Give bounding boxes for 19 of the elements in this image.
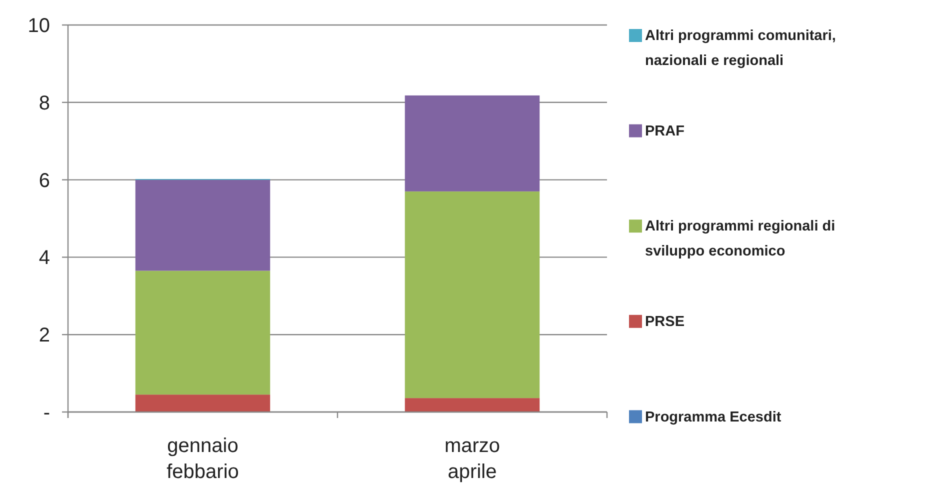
- x-tick-label: marzo aprile: [444, 435, 500, 483]
- legend-label: Altri programmi regionali di sviluppo economico: [645, 218, 836, 260]
- bar: [404, 95, 540, 192]
- legend-label: PRSE: [645, 314, 685, 330]
- y-tick-label: 8: [38, 92, 50, 114]
- y-tick-label: -: [43, 402, 50, 424]
- y-tick-label: 10: [28, 15, 50, 37]
- bar: [404, 398, 540, 412]
- y-tick-label: 4: [38, 247, 50, 270]
- y-tick-label: 6: [38, 170, 50, 192]
- legend-label: Altri programmi comunitari, nazionali e regionali: [645, 28, 836, 70]
- bar: [135, 270, 270, 395]
- bar: [135, 180, 270, 271]
- legend-label: PRAF: [645, 123, 685, 140]
- legend-label: Programma Ecesdit: [645, 409, 782, 426]
- y-tick-label: 2: [38, 324, 50, 347]
- bar: [135, 394, 270, 412]
- x-tick-label: gennaio febbario: [166, 435, 239, 483]
- bar: [404, 191, 540, 398]
